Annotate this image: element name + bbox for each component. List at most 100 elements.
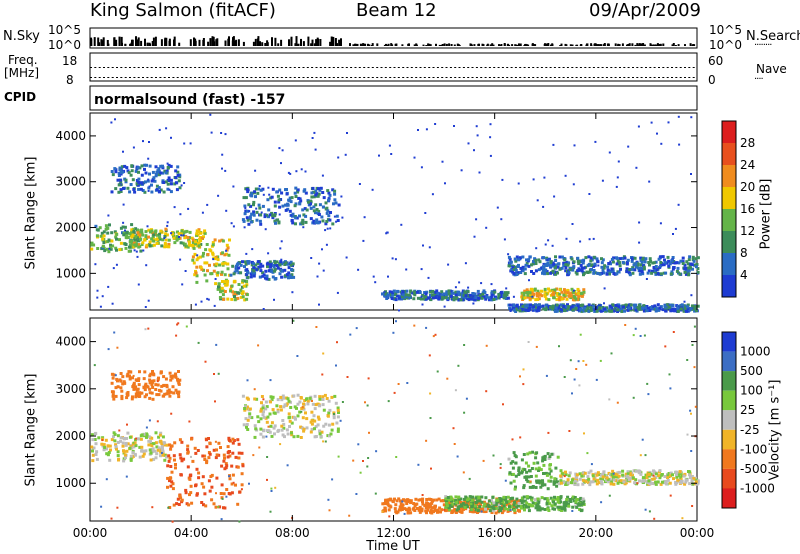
power-cell bbox=[223, 280, 226, 284]
power-cell bbox=[287, 266, 291, 270]
velocity-cell bbox=[179, 456, 183, 460]
nsky-bar bbox=[242, 41, 245, 46]
power-cell bbox=[516, 265, 520, 268]
velocity-cell bbox=[194, 483, 198, 487]
power-cell bbox=[532, 260, 535, 263]
velocity-cell bbox=[545, 473, 549, 477]
velocity-cell bbox=[545, 497, 549, 501]
power-cell bbox=[527, 305, 531, 309]
power-cell bbox=[144, 306, 147, 308]
power-cell bbox=[559, 267, 563, 271]
power-cell bbox=[651, 269, 654, 273]
power-cell bbox=[333, 215, 336, 218]
velocity-cell bbox=[172, 454, 176, 458]
velocity-cell bbox=[159, 389, 163, 393]
velocity-cell bbox=[321, 398, 325, 401]
power-cell bbox=[133, 249, 136, 252]
power-cell bbox=[499, 291, 503, 294]
velocity-cell bbox=[421, 494, 424, 496]
velocity-cell bbox=[474, 508, 478, 512]
nsky-bar bbox=[614, 43, 617, 46]
power-cell bbox=[100, 231, 104, 235]
velocity-cell bbox=[544, 471, 548, 475]
velocity-cell bbox=[248, 407, 252, 411]
power-cell bbox=[148, 185, 151, 188]
velocity-cell bbox=[586, 475, 590, 479]
nsky-bar bbox=[198, 39, 201, 46]
power-cell bbox=[128, 232, 132, 236]
power-cell bbox=[431, 293, 435, 297]
nsky-bar bbox=[457, 44, 460, 46]
nave-dot bbox=[688, 77, 691, 78]
velocity-cell bbox=[535, 479, 539, 483]
power-cell bbox=[254, 195, 257, 199]
power-cell bbox=[507, 255, 511, 259]
power-cell bbox=[490, 298, 494, 302]
velocity-cell bbox=[129, 370, 133, 374]
freq-dot bbox=[428, 67, 431, 68]
power-cell bbox=[191, 255, 195, 259]
velocity-cell bbox=[106, 444, 110, 448]
freq-dot bbox=[614, 67, 617, 68]
power-cell bbox=[389, 295, 393, 299]
velocity-cell bbox=[501, 499, 505, 503]
power-cell bbox=[290, 218, 294, 222]
velocity-cell bbox=[222, 492, 226, 496]
power-cell bbox=[147, 178, 150, 181]
velocity-cell bbox=[610, 473, 614, 476]
power-cell bbox=[493, 290, 497, 294]
power-cell bbox=[310, 257, 313, 259]
velocity-cell bbox=[131, 395, 134, 399]
velocity-cell bbox=[506, 509, 510, 513]
velocity-cell bbox=[608, 494, 611, 497]
freq-dot bbox=[692, 67, 695, 68]
power-cell bbox=[166, 178, 170, 182]
power-cell bbox=[516, 271, 520, 275]
power-cell bbox=[255, 268, 259, 272]
nsky-bar bbox=[693, 44, 696, 46]
velocity-cell bbox=[271, 395, 275, 399]
power-cell bbox=[694, 257, 698, 261]
velocity-cell bbox=[571, 510, 574, 512]
nave-dot bbox=[605, 77, 608, 78]
velocity-cell bbox=[299, 436, 303, 439]
nsky-bar bbox=[524, 44, 527, 46]
velocity-cell bbox=[609, 482, 613, 486]
velocity-cell bbox=[296, 393, 300, 397]
velocity-cell bbox=[200, 482, 204, 486]
power-cell bbox=[405, 268, 408, 271]
velocity-cell bbox=[426, 504, 430, 508]
power-cell bbox=[592, 255, 596, 259]
power-cell bbox=[312, 219, 316, 223]
power-cell bbox=[695, 309, 698, 313]
nsky-bar bbox=[473, 44, 476, 46]
power-cell bbox=[158, 235, 162, 239]
velocity-cell bbox=[524, 475, 528, 479]
power-cell bbox=[676, 309, 680, 313]
velocity-cell bbox=[545, 502, 549, 506]
velocity-cell bbox=[418, 505, 422, 509]
nsky-bar bbox=[361, 44, 364, 46]
velocity-cell bbox=[283, 435, 286, 439]
velocity-cell bbox=[629, 473, 633, 477]
velocity-cell bbox=[159, 454, 162, 458]
velocity-cell bbox=[675, 481, 679, 485]
power-cell bbox=[579, 304, 583, 307]
nsky-bar bbox=[266, 42, 269, 46]
power-cell bbox=[560, 308, 564, 312]
velocity-cell bbox=[311, 402, 315, 406]
power-cell bbox=[289, 276, 293, 279]
power-cell bbox=[291, 212, 295, 216]
nave-dot bbox=[367, 77, 370, 78]
velocity-cell bbox=[444, 497, 448, 501]
power-cell bbox=[642, 258, 646, 262]
velocity-cell bbox=[94, 442, 98, 446]
velocity-cell bbox=[156, 378, 160, 382]
velocity-cell bbox=[134, 395, 138, 399]
velocity-cell bbox=[395, 456, 398, 458]
velocity-cell bbox=[576, 483, 580, 487]
power-cell bbox=[250, 191, 254, 195]
power-cell bbox=[229, 273, 233, 277]
velocity-cell bbox=[556, 505, 560, 509]
velocity-cell bbox=[563, 505, 567, 509]
